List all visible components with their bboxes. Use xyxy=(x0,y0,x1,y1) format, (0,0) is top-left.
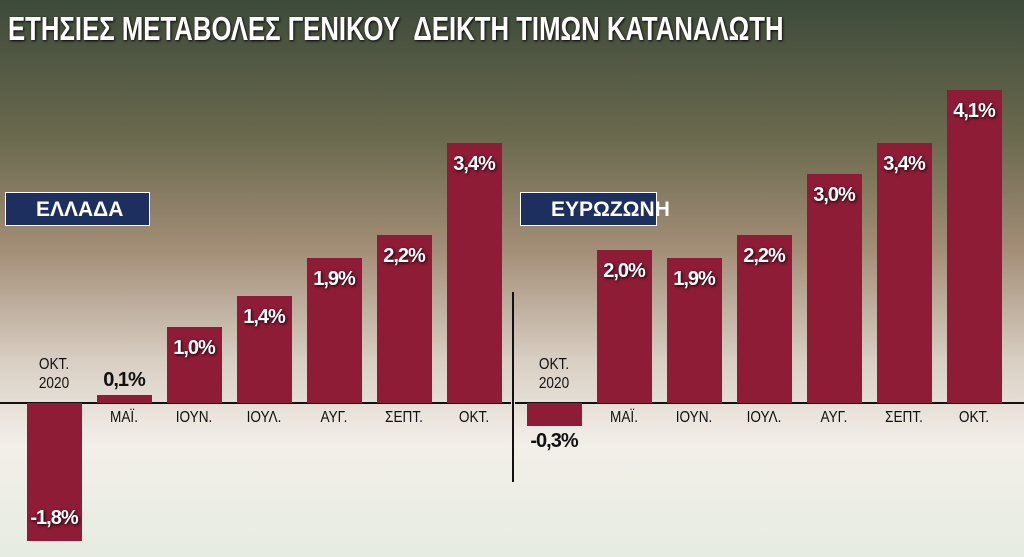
region-label: ΕΥΡΩΖΩΝΗ xyxy=(520,192,670,226)
value-label: 3,4% xyxy=(883,153,926,176)
bar xyxy=(666,257,722,404)
region-label: ΕΛΛΑΔΑ xyxy=(5,192,150,226)
separator xyxy=(512,292,514,482)
x-tick-label: ΟΚΤ. xyxy=(958,409,990,427)
value-label: 1,9% xyxy=(673,267,716,290)
value-label: 2,2% xyxy=(383,244,426,267)
value-label: -1,8% xyxy=(30,506,78,529)
x-tick-label: ΜΑΪ. xyxy=(110,409,138,427)
value-label: 2,0% xyxy=(603,260,646,283)
bar xyxy=(96,395,152,404)
x-tick-label: ΣΕΠΤ. xyxy=(385,409,423,427)
title: ΕΤΗΣΙΕΣ ΜΕΤΑΒΟΛΕΣ ΓΕΝΙΚΟΥ ΔΕΙΚΤΗ ΤΙΜΩΝ Κ… xyxy=(8,10,784,47)
value-label: 3,4% xyxy=(453,153,496,176)
axis-line xyxy=(0,402,511,405)
x-tick-label: ΑΥΓ. xyxy=(820,409,848,427)
bar xyxy=(376,234,432,404)
bar xyxy=(26,403,82,541)
x-tick-label: ΟΚΤ. xyxy=(458,409,490,427)
value-label: 1,4% xyxy=(243,306,286,329)
x-tick-label: ΙΟΥΝ. xyxy=(175,409,213,427)
bar xyxy=(236,296,292,404)
value-label: 1,9% xyxy=(313,267,356,290)
bar xyxy=(306,257,362,404)
bar xyxy=(876,143,932,404)
bar xyxy=(596,250,652,404)
x-tick-label: ΟΚΤ. 2020 xyxy=(538,356,570,393)
x-tick-label: ΙΟΥΛ. xyxy=(246,409,282,427)
value-label: 2,2% xyxy=(743,244,786,267)
value-label: 3,0% xyxy=(813,183,856,206)
x-tick-label: ΣΕΠΤ. xyxy=(885,409,923,427)
value-label: 0,1% xyxy=(103,369,146,392)
bar xyxy=(526,403,582,426)
bar xyxy=(446,143,502,404)
value-label: 1,0% xyxy=(173,336,216,359)
bar xyxy=(166,326,222,404)
x-tick-label: ΟΚΤ. 2020 xyxy=(38,356,70,393)
value-label: 4,1% xyxy=(953,99,996,122)
axis-line xyxy=(515,402,1024,405)
x-tick-label: ΜΑΪ. xyxy=(610,409,638,427)
bar xyxy=(806,173,862,404)
x-tick-label: ΙΟΥΝ. xyxy=(675,409,713,427)
bar xyxy=(736,234,792,404)
value-label: -0,3% xyxy=(530,430,578,452)
x-tick-label: ΙΟΥΛ. xyxy=(746,409,782,427)
x-tick-label: ΑΥΓ. xyxy=(320,409,348,427)
bar xyxy=(946,89,1002,404)
